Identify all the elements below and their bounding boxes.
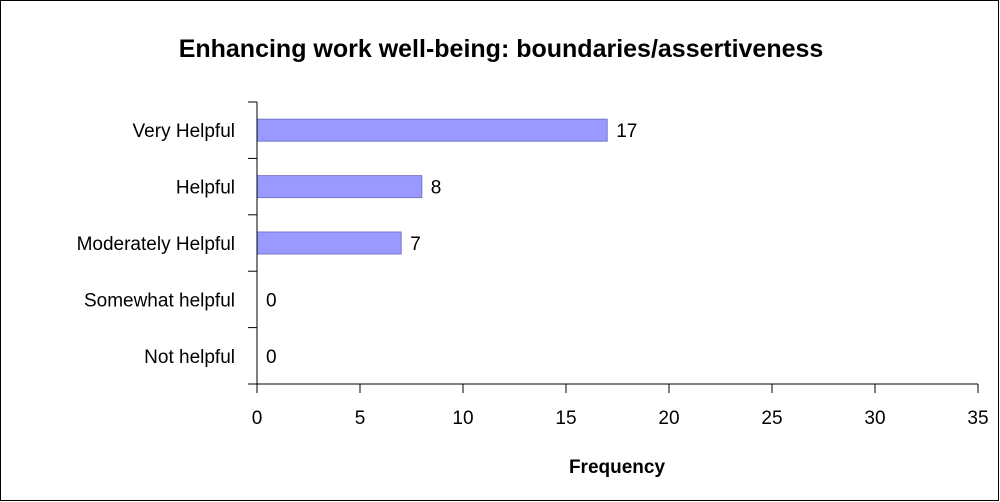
- category-label: Very Helpful: [133, 121, 235, 142]
- x-tick-label: 30: [864, 408, 885, 429]
- bar: [256, 231, 402, 255]
- x-tick-label: 15: [555, 408, 576, 429]
- category-label: Helpful: [176, 178, 235, 199]
- x-tick-label: 10: [452, 408, 473, 429]
- data-label: 7: [410, 234, 421, 255]
- data-label: 0: [266, 290, 277, 311]
- chart-title: Enhancing work well-being: boundaries/as…: [179, 35, 824, 63]
- x-tick-label: 5: [355, 408, 366, 429]
- x-tick-label: 0: [252, 408, 263, 429]
- x-tick-label: 20: [658, 408, 679, 429]
- data-label: 17: [616, 121, 637, 142]
- x-tick-label: 25: [761, 408, 782, 429]
- category-label: Moderately Helpful: [77, 234, 235, 255]
- x-axis-title: Frequency: [569, 457, 666, 478]
- category-label: Not helpful: [144, 347, 235, 368]
- bar: [256, 175, 423, 199]
- category-label: Somewhat helpful: [84, 290, 235, 311]
- bar: [256, 118, 608, 142]
- plot-area: 17 Very Helpful 8 Helpful 7 Moderately Helpfu…: [77, 101, 989, 429]
- data-label: 8: [431, 178, 442, 199]
- data-label: 0: [266, 347, 277, 368]
- x-tick-label: 35: [967, 408, 988, 429]
